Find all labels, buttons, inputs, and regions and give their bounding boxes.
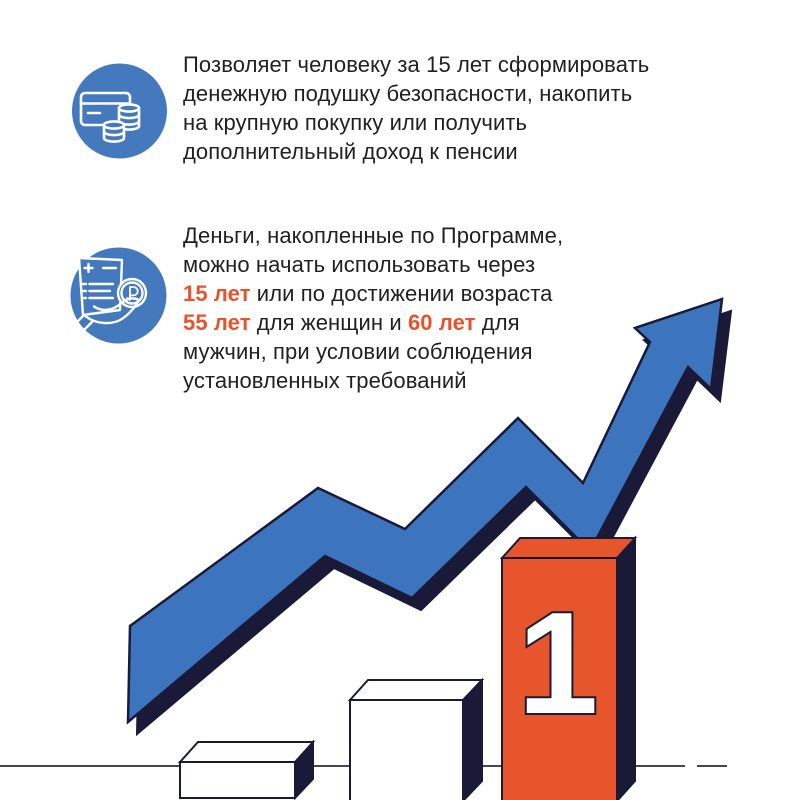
coin-stack-short [102,120,126,143]
text-line: можно начать использовать через [183,252,536,277]
info-text-withdrawal-terms: Деньги, накопленные по Программе, можно … [183,221,563,395]
text-line: 15 лет или по достижении возраста [183,281,553,306]
document-ruble-hand-icon [70,247,167,344]
open-hand-shape [71,297,141,336]
credit-card-coins-icon [71,63,168,160]
first-place-number: 1 [518,582,599,744]
highlight-15-years: 15 лет [183,281,251,306]
info-text-benefits: Позволяет человеку за 15 лет сформироват… [183,50,649,166]
podium-bar-third [177,739,316,800]
text-line: денежную подушку безопасности, накопить [183,81,633,106]
highlight-60-years: 60 лет [407,310,476,335]
text-line: на крупную покупку или получить [183,110,528,135]
highlight-55-years: 55 лет [183,310,251,335]
arrow-body [126,297,724,725]
document-shape [77,256,124,317]
text-line: дополнительный доход к пенсии [183,139,518,164]
text-line: установленных требований [183,368,467,393]
text-line: Деньги, накопленные по Программе, [183,223,564,248]
podium-bar-first: 1 [499,535,638,800]
text-line: мужчин, при условии соблюдения [183,339,533,364]
podium-bar-second [347,677,485,800]
text-line: 55 лет для женщин и 60 лет для [183,310,520,335]
text-line: Позволяет человеку за 15 лет сформироват… [183,52,650,77]
trend-arrow-icon [126,297,733,737]
